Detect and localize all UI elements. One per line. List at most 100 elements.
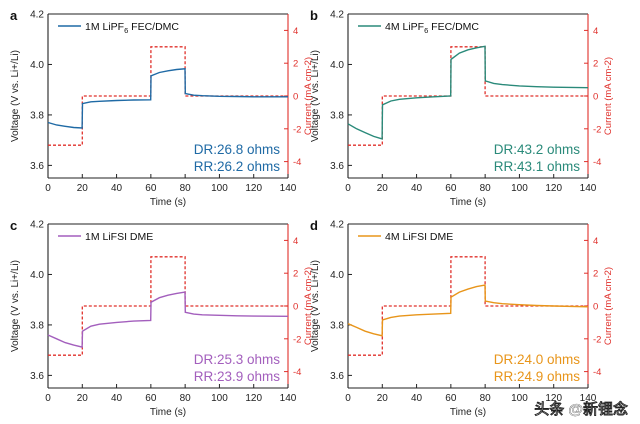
rr-annotation: RR:24.9 ohms — [494, 369, 581, 384]
y2-axis-label: Current (mA cm-2) — [603, 267, 614, 345]
y-tick-label: 4.2 — [30, 220, 44, 231]
x-tick-label: 100 — [211, 393, 228, 404]
y2-tick-label: -2 — [293, 334, 301, 345]
y2-tick-label: 2 — [293, 269, 298, 280]
x-tick-label: 20 — [377, 183, 389, 194]
x-tick-label: 120 — [245, 183, 262, 194]
y-tick-label: 3.8 — [30, 110, 44, 121]
y2-axis-label: Current (mA cm-2) — [303, 57, 314, 135]
x-tick-label: 120 — [245, 393, 262, 404]
legend-label: 4M LiFSI DME — [385, 231, 453, 243]
y-axis-label: Voltage (V vs. Li+/Li) — [10, 50, 21, 142]
y2-tick-label: -2 — [593, 334, 601, 345]
dr-annotation: DR:43.2 ohms — [494, 142, 581, 157]
panel-letter: b — [310, 8, 318, 23]
x-tick-label: 60 — [145, 183, 157, 194]
rr-annotation: RR:43.1 ohms — [494, 159, 581, 174]
y-tick-label: 4.2 — [330, 220, 344, 231]
dr-annotation: DR:24.0 ohms — [494, 352, 581, 367]
y2-tick-label: 4 — [593, 236, 598, 247]
y2-tick-label: 0 — [293, 302, 298, 313]
legend-label: 1M LiPF6 FEC/DMC — [85, 21, 179, 35]
y2-tick-label: 4 — [293, 236, 298, 247]
current-series-line — [48, 46, 288, 146]
x-tick-label: 140 — [280, 393, 297, 404]
x-tick-label: 80 — [480, 393, 492, 404]
x-tick-label: 140 — [580, 393, 597, 404]
legend-label: 4M LiPF6 FEC/DMC — [385, 21, 479, 35]
y2-tick-label: 2 — [593, 269, 598, 280]
voltage-series-line — [347, 284, 589, 337]
x-tick-label: 60 — [145, 393, 157, 404]
x-tick-label: 120 — [545, 183, 562, 194]
x-tick-label: 0 — [345, 393, 351, 404]
x-tick-label: 0 — [45, 393, 51, 404]
y2-tick-label: 0 — [293, 92, 298, 103]
x-tick-label: 40 — [411, 393, 423, 404]
panel-letter: a — [10, 8, 18, 23]
y2-tick-label: -4 — [593, 157, 601, 168]
legend-text: 4M LiFSI DME — [385, 231, 453, 243]
x-axis-label: Time (s) — [450, 197, 486, 208]
x-tick-label: 100 — [511, 393, 528, 404]
voltage-series-line — [47, 68, 288, 129]
watermark-text: 头条 @新锂念 — [534, 400, 628, 418]
y-tick-label: 3.6 — [30, 371, 44, 382]
legend-subscript: 6 — [424, 26, 428, 35]
current-series-line — [348, 46, 588, 146]
y-tick-label: 3.8 — [330, 110, 344, 121]
x-axis-label: Time (s) — [450, 407, 486, 418]
x-axis-label: Time (s) — [150, 197, 186, 208]
x-tick-label: 40 — [111, 393, 123, 404]
legend-tail: FEC/DMC — [428, 21, 479, 33]
y2-tick-label: -2 — [593, 124, 601, 135]
y2-tick-label: -2 — [293, 124, 301, 135]
x-tick-label: 0 — [45, 183, 51, 194]
y-tick-label: 3.6 — [330, 371, 344, 382]
legend-subscript: 6 — [124, 26, 128, 35]
y-tick-label: 4.0 — [30, 60, 44, 71]
x-tick-label: 120 — [545, 393, 562, 404]
y-axis-label: Voltage (V vs. Li+/Li) — [10, 260, 21, 352]
y2-tick-label: -4 — [293, 157, 301, 168]
y2-axis-label: Current (mA cm-2) — [303, 267, 314, 345]
legend-text: 4M LiPF — [385, 21, 424, 33]
y2-tick-label: 4 — [293, 26, 298, 37]
y2-tick-label: -4 — [293, 367, 301, 378]
legend-text: 1M LiPF — [85, 21, 124, 33]
y2-tick-label: 0 — [593, 92, 598, 103]
voltage-series-line — [47, 291, 289, 348]
x-tick-label: 80 — [480, 183, 492, 194]
y-axis-label: Voltage (V vs. Li+/Li) — [310, 260, 321, 352]
y-tick-label: 3.8 — [330, 320, 344, 331]
x-tick-label: 20 — [77, 183, 89, 194]
y-tick-label: 4.0 — [30, 270, 44, 281]
legend-label: 1M LiFSI DME — [85, 231, 153, 243]
x-tick-label: 20 — [77, 393, 89, 404]
x-tick-label: 60 — [445, 183, 457, 194]
x-tick-label: 80 — [180, 183, 192, 194]
y2-tick-label: 4 — [593, 26, 598, 37]
x-tick-label: 80 — [180, 393, 192, 404]
panel-letter: d — [310, 218, 318, 233]
rr-annotation: RR:26.2 ohms — [194, 159, 281, 174]
y-tick-label: 3.6 — [330, 161, 344, 172]
x-tick-label: 100 — [511, 183, 528, 194]
y-tick-label: 4.0 — [330, 60, 344, 71]
y-tick-label: 3.8 — [30, 320, 44, 331]
x-tick-label: 100 — [211, 183, 228, 194]
y-axis-label: Voltage (V vs. Li+/Li) — [310, 50, 321, 142]
legend-text: 1M LiFSI DME — [85, 231, 153, 243]
panel-letter: c — [10, 218, 17, 233]
y2-tick-label: 2 — [593, 59, 598, 70]
x-tick-label: 0 — [345, 183, 351, 194]
voltage-series-line — [347, 45, 589, 140]
dr-annotation: DR:25.3 ohms — [194, 352, 281, 367]
x-tick-label: 40 — [111, 183, 123, 194]
legend-tail: FEC/DMC — [128, 21, 179, 33]
x-tick-label: 140 — [280, 183, 297, 194]
